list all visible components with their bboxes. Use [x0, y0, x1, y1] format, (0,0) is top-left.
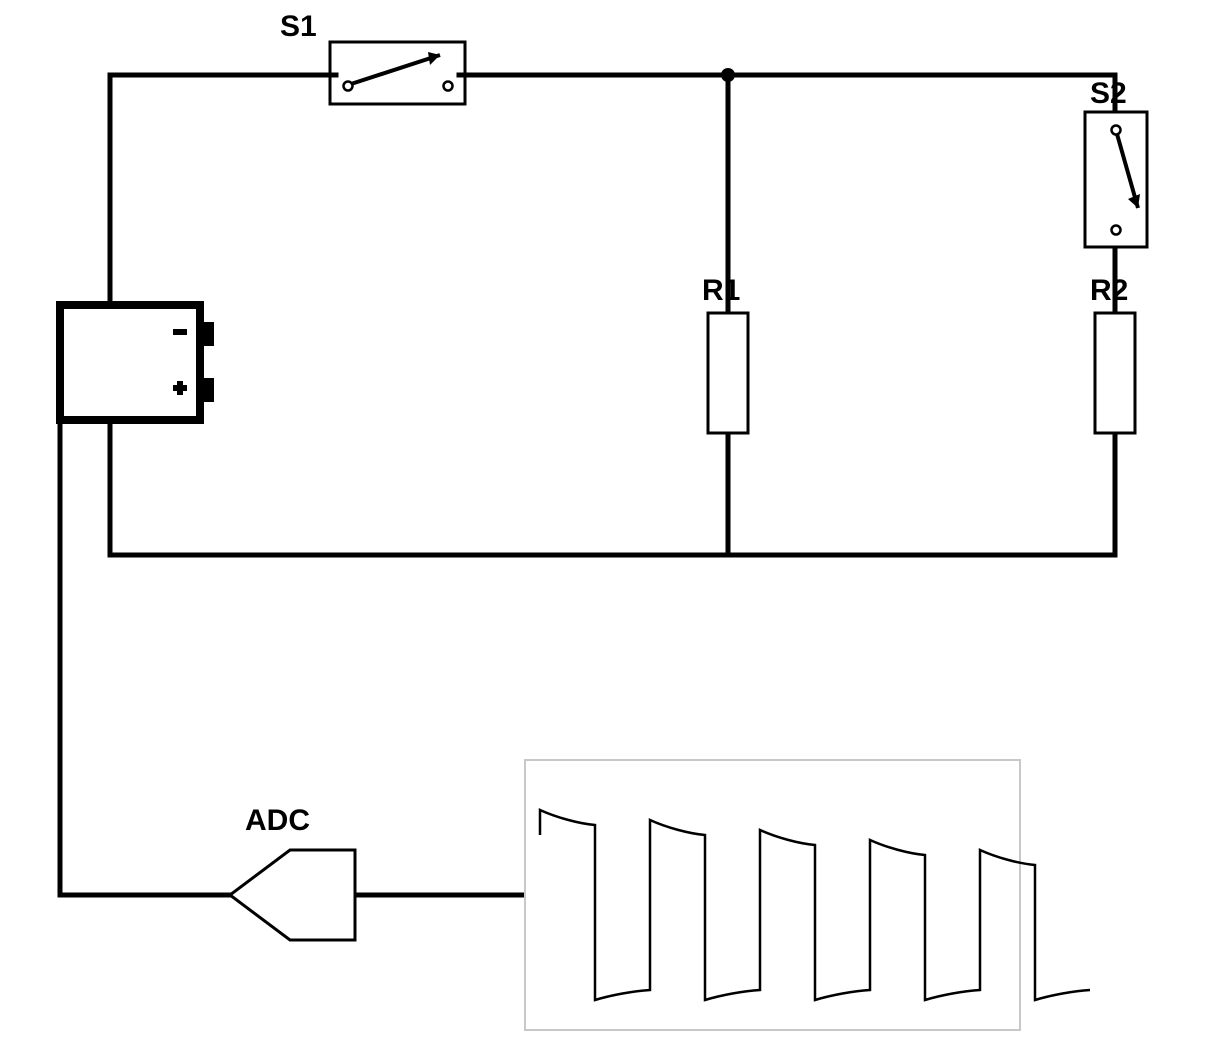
- label-s2: S2: [1090, 77, 1127, 110]
- wire-s1-to-right: [465, 75, 1115, 112]
- wire-bottom-rail: [110, 395, 1115, 555]
- resistor-r1: [708, 313, 748, 433]
- resistor-r2: [1095, 313, 1135, 433]
- adc-block: [230, 850, 355, 940]
- switch-s1: [330, 42, 465, 104]
- wire-battery-to-top: [110, 75, 330, 330]
- label-s1: S1: [280, 10, 317, 43]
- battery: [60, 305, 214, 420]
- wire-adc-tap: [60, 395, 230, 895]
- label-r1: R1: [702, 274, 740, 307]
- waveform-panel: [525, 760, 1090, 1030]
- switch-s2: [1085, 112, 1147, 247]
- label-adc: ADC: [245, 804, 310, 837]
- label-r2: R2: [1090, 274, 1128, 307]
- circuit-diagram: S1 S2 R1 R2 ADC: [0, 0, 1206, 1053]
